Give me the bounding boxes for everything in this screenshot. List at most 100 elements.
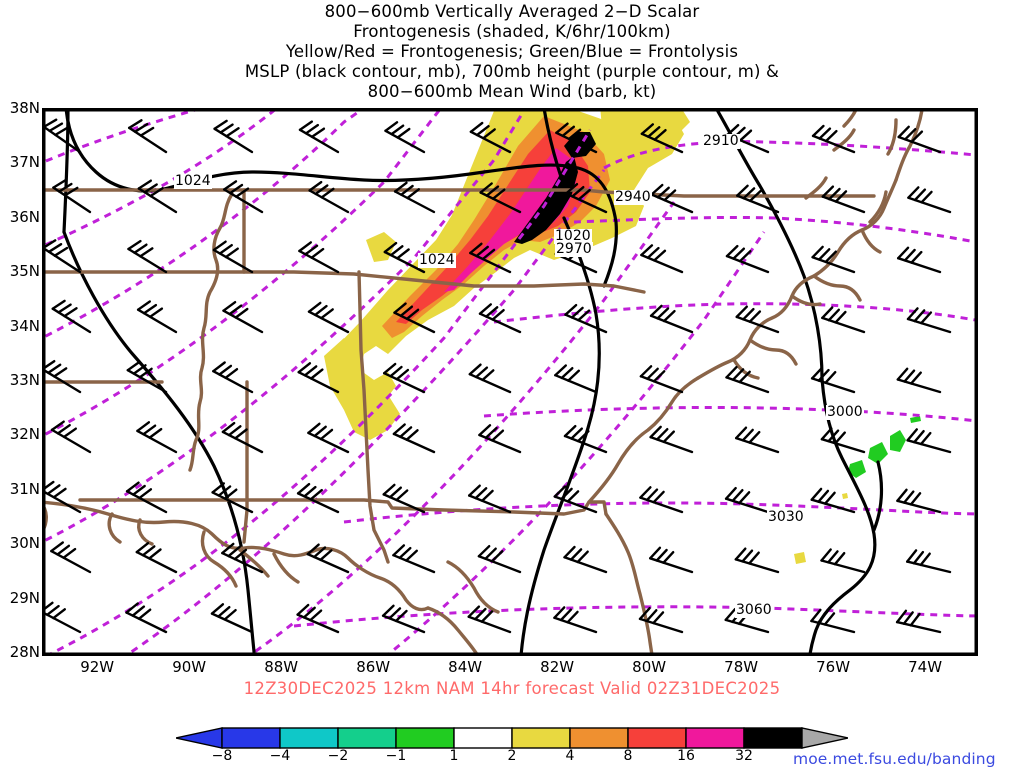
wind-barb-flag [649,304,663,317]
wind-barb-flag [399,305,414,317]
wind-barb-flag [148,307,164,318]
wind-barb-flag [221,542,235,555]
wind-barb-flag [570,427,583,440]
wind-barb-flag [639,486,652,499]
wind-barb-flag [393,181,408,193]
wind-barb-flag [131,605,146,617]
wind-barb-flag [823,612,836,626]
latitude-tick-label: 29N [9,588,40,607]
wind-barb-flag [821,185,835,198]
wind-barb-flag [139,247,154,258]
wind-barb-flag [303,365,318,377]
wind-barb-flag [310,127,326,138]
wind-barb-flag [638,607,651,621]
wind-barb-flag [50,420,65,432]
wind-barb-flag [646,367,659,380]
wind-barb-flag [127,239,142,251]
wind-barb-flag [656,428,669,441]
wind-barb-flag [824,371,837,384]
wind-barb-flag [736,184,749,197]
longitude-tick-label: 74W [908,658,943,676]
wind-barb-flag [234,428,248,440]
longitude-tick-label: 80W [632,658,667,676]
map-plot-area[interactable]: 1024 1024 1020 2910 2940 2970 3000 3030 3060 [42,108,978,656]
colorbar-cell[interactable] [569,727,629,749]
wind-barb-flag [399,426,413,438]
wind-barb-flag [141,545,156,557]
title-line-5: 800−600mb Mean Wind (barb, kt) [367,82,657,101]
colorbar-cell[interactable] [221,727,281,749]
wind-barb-flag [389,365,403,378]
colorbar-cell[interactable] [511,727,571,749]
colorbar-cell[interactable] [453,727,513,749]
wind-barb-flag [44,601,54,611]
wind-barb-flag [224,488,238,500]
wind-barb-flag [390,124,405,136]
wind-barb-flag [640,123,654,135]
latitude-tick-label: 37N [9,153,40,172]
colorbar-tick-label: 16 [677,748,695,764]
wind-barb-flag [834,190,848,203]
latitude-tick-label: 30N [9,534,40,553]
latitude-tick-label: 38N [9,99,40,117]
wind-barb-flag [388,486,402,499]
wind-barb-flag [44,480,55,491]
wind-barb-flag [481,248,496,261]
wind-barb-flag [228,304,243,316]
wind-barb-flag [649,546,662,560]
wind-barb-flag [302,606,316,619]
wind-barb-flag [44,360,56,370]
wind-barb-flag [913,188,927,202]
wind-barb-flag [811,124,825,138]
wind-barb-flag [143,183,158,194]
colorbar-cell[interactable] [685,727,745,749]
wind-barb-flag [663,189,677,202]
colorbar-tick-label: −2 [327,748,349,764]
wind-barb-flag [920,311,933,325]
wind-barb-flag [652,370,666,383]
wind-barb-flag [53,246,69,257]
wind-barb-flag [824,129,838,143]
wind-barb-flag [647,126,661,138]
wind-barb-flag [554,364,567,377]
wind-barbs [44,118,952,634]
latitude-tick-label: 33N [9,371,40,389]
source-url[interactable]: moe.met.fsu.edu/banding [793,750,996,768]
wind-barb-flag [310,247,325,259]
wind-barb-flag [210,603,225,615]
wind-barb-flag [827,550,839,564]
wind-barb-flag [576,550,589,564]
wind-barb-flag [725,244,739,258]
title-line-2: Frontogenesis (shaded, K/6hr/100km) [353,22,671,41]
colorbar-cell[interactable] [743,727,803,749]
longitude-tick-label: 82W [540,658,575,676]
colorbar-cell[interactable] [337,727,397,749]
wind-barb-flag [314,304,328,317]
wind-barb-flag [221,421,236,434]
wind-barb-flag [396,127,411,139]
colorbar-cell[interactable] [395,727,455,749]
wind-barb-flag [912,550,925,565]
wind-barb-flag [903,248,916,262]
wind-barb-flag [564,183,579,195]
wind-barb-flag [734,547,747,561]
latitude-tick-label: 31N [9,479,40,498]
colorbar-tick-label: 4 [565,748,575,764]
wind-barb-flag [738,370,751,384]
wind-barb-flag [571,186,585,198]
wind-barb-flag [477,545,491,558]
wind-barb-flag [47,363,62,374]
colorbar-cell[interactable] [279,727,339,749]
wind-barb-flag [393,302,407,314]
wind-barb-flag [137,608,152,620]
wind-barb-flag [384,121,399,132]
wind-barb-flag [910,371,922,385]
wind-barb-flag [56,544,71,556]
mslp-contour-label: 1024 [174,173,212,189]
wind-barb-flag [903,490,915,504]
colorbar[interactable]: −8 −4 −2 −1 1 2 4 8 16 32 [176,727,848,768]
wind-barb-flag [919,552,931,567]
wind-barb-flag [817,610,829,624]
colorbar-cell[interactable] [627,727,687,749]
wind-barb-flag [810,487,823,501]
